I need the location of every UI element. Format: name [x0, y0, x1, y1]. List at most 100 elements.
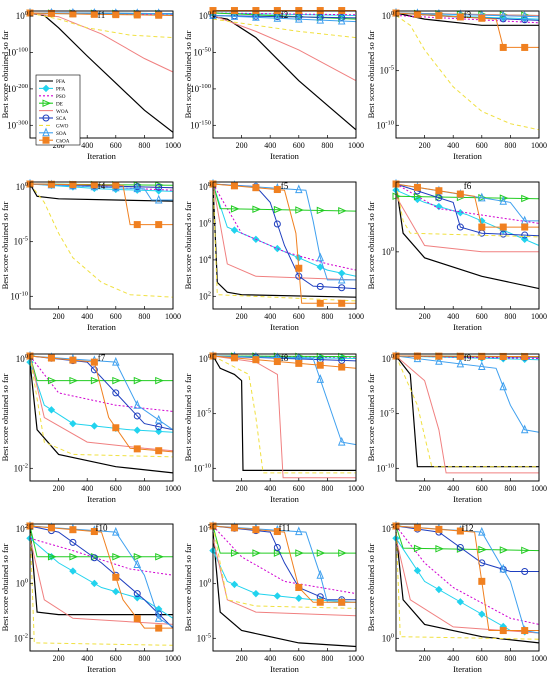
series-sca-marker: [273, 544, 281, 552]
x-tick-label: 200: [419, 484, 431, 493]
series-pfa_black: [212, 532, 357, 648]
x-tick-label: 400: [81, 484, 93, 493]
series-choa-marker: [47, 180, 55, 188]
legend-entry: PSO: [56, 94, 66, 100]
x-tick-label: 600: [110, 484, 122, 493]
y-tick-label: 10-5: [197, 408, 211, 419]
series-woa: [212, 355, 356, 479]
panel-title: f9: [464, 353, 472, 363]
series-choa: [29, 525, 173, 629]
series-sca-marker: [155, 183, 163, 191]
x-tick-label: 1000: [531, 484, 547, 493]
x-tick-label: 600: [476, 654, 488, 663]
x-tick-label: 1000: [348, 484, 364, 493]
series-soa-marker: [154, 194, 163, 204]
series-choa-marker: [295, 359, 303, 367]
series-gwo: [212, 18, 357, 39]
series-choa-marker: [456, 13, 464, 21]
y-axis-label: Best score obtained so far: [0, 543, 10, 631]
series-soa-marker: [133, 183, 142, 193]
series-soa-marker: [133, 399, 142, 409]
series-soa-marker: [478, 526, 486, 536]
series-choa-marker: [456, 352, 464, 360]
panel-f7: 200 400 600 800 1000 100 10-2 f7 Iteration Best s…: [0, 350, 181, 504]
series-pfa_cyan-marker: [69, 419, 77, 428]
series-sca-marker: [435, 194, 443, 202]
series-pfa_black: [212, 355, 356, 471]
y-tick-label: 10-10: [376, 119, 394, 130]
y-tick-label: 108: [199, 181, 211, 192]
series-choa-marker: [521, 627, 529, 635]
legend-entry: DE: [56, 101, 63, 107]
series-soa: [29, 525, 174, 628]
series-de-marker: [316, 549, 326, 557]
panel-title: f7: [98, 353, 106, 363]
series-gwo: [395, 525, 540, 640]
x-tick-label: 600: [476, 312, 488, 321]
series-choa-marker: [413, 524, 421, 532]
x-axis-label: Iteration: [270, 664, 300, 674]
x-tick-label: 800: [504, 141, 516, 150]
series-choa-marker: [69, 356, 77, 364]
y-tick-label: 102: [199, 290, 211, 301]
y-axis-label: Best score obtained so far: [366, 30, 376, 118]
series-pfa_cyan-marker: [47, 406, 56, 414]
series-soa-marker: [499, 196, 508, 205]
series-de-marker: [133, 376, 143, 385]
series-choa-marker: [252, 356, 260, 364]
series-choa-marker: [155, 221, 163, 229]
y-axis-label: Best score obtained so far: [183, 30, 193, 118]
series-choa-marker: [273, 358, 281, 366]
legend-entry: PFA: [56, 79, 65, 85]
y-tick-label: 10-300: [7, 119, 28, 130]
series-soa: [212, 355, 357, 446]
series-choa-marker: [230, 354, 238, 362]
series-soa-marker: [520, 11, 529, 20]
x-tick-label: 400: [264, 484, 276, 493]
series-pfa_cyan-marker: [413, 566, 422, 575]
plot-area: [29, 353, 174, 482]
plot-area: [212, 353, 357, 482]
series-choa-marker: [47, 524, 55, 532]
x-tick-label: 400: [447, 484, 459, 493]
series-pso: [395, 525, 540, 625]
series-de-marker: [338, 549, 347, 557]
series-de-marker: [316, 352, 326, 361]
series-pfa_cyan-marker: [133, 426, 141, 434]
legend-entry: PFA: [56, 87, 65, 93]
x-axis-label: Iteration: [453, 664, 483, 674]
y-tick-label: 100: [382, 353, 394, 364]
x-tick-label: 1000: [348, 312, 364, 321]
series-de-marker: [155, 552, 164, 561]
y-tick-label: 10-5: [14, 236, 28, 247]
series-choa: [29, 183, 173, 226]
series-woa: [212, 538, 357, 617]
series-woa: [395, 538, 540, 634]
series-de: [395, 525, 540, 552]
series-de: [212, 525, 356, 554]
x-tick-label: 200: [53, 654, 65, 663]
x-tick-label: 200: [419, 312, 431, 321]
series-pso: [212, 183, 357, 271]
y-tick-label: 10-200: [7, 83, 28, 94]
x-tick-label: 600: [293, 654, 305, 663]
series-pfa_cyan-marker: [90, 579, 99, 588]
panel-f9: 200 400 600 800 1000 100 10-5 10-10 f9 Iteration B…: [366, 350, 547, 504]
series-choa-marker: [112, 11, 120, 19]
series-choa-marker: [230, 524, 238, 532]
series-choa-marker: [90, 528, 98, 536]
panel-title: f12: [462, 523, 474, 533]
y-tick-label: 100: [16, 10, 28, 21]
x-axis-label: Iteration: [87, 322, 117, 332]
series-choa: [395, 12, 539, 48]
series-choa-marker: [338, 299, 346, 307]
y-tick-label: 10-2: [14, 632, 28, 643]
y-tick-label: 10-5: [197, 632, 211, 643]
series-de-marker: [47, 376, 57, 385]
series-soa-marker: [435, 356, 443, 365]
series-sca-marker: [155, 423, 163, 431]
series-choa-marker: [252, 7, 260, 15]
x-tick-label: 600: [110, 312, 122, 321]
